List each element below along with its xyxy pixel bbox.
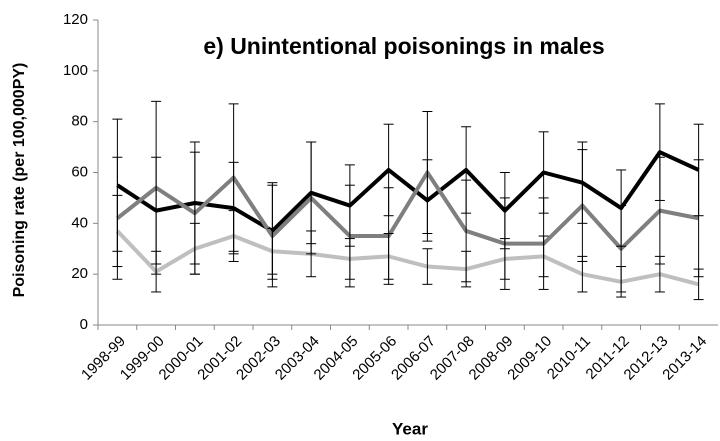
error-bar: [306, 230, 317, 278]
error-bar: [499, 238, 510, 280]
y-axis-label: Poisoning rate (per 100,000PY): [11, 63, 28, 298]
error-bar: [654, 255, 665, 293]
y-tick-label: 20: [71, 265, 88, 282]
x-axis-label: Year: [392, 419, 428, 438]
error-bar: [538, 235, 549, 278]
error-bar: [422, 111, 433, 234]
y-tick-label: 120: [63, 11, 88, 28]
error-bar: [228, 210, 239, 262]
error-bar: [267, 227, 278, 275]
error-bar: [693, 268, 704, 301]
y-tick-label: 80: [71, 113, 88, 130]
y-tick-label: 100: [63, 62, 88, 79]
chart-title: e) Unintentional poisonings in males: [203, 33, 604, 59]
series-line: [115, 229, 700, 287]
error-bar: [383, 233, 394, 280]
series-line: [116, 150, 700, 233]
error-bar: [422, 248, 433, 285]
error-bar: [151, 250, 162, 293]
y-tick-label: 0: [80, 316, 88, 333]
error-bar: [112, 194, 123, 268]
error-bar: [616, 266, 627, 298]
y-tick-label: 60: [71, 163, 88, 180]
error-bar: [577, 149, 588, 262]
error-bar: [344, 238, 355, 280]
error-bar: [189, 222, 200, 275]
error-bar: [461, 250, 472, 288]
series-line: [116, 170, 700, 251]
y-tick-label: 40: [71, 214, 88, 231]
error-bar: [577, 255, 588, 293]
